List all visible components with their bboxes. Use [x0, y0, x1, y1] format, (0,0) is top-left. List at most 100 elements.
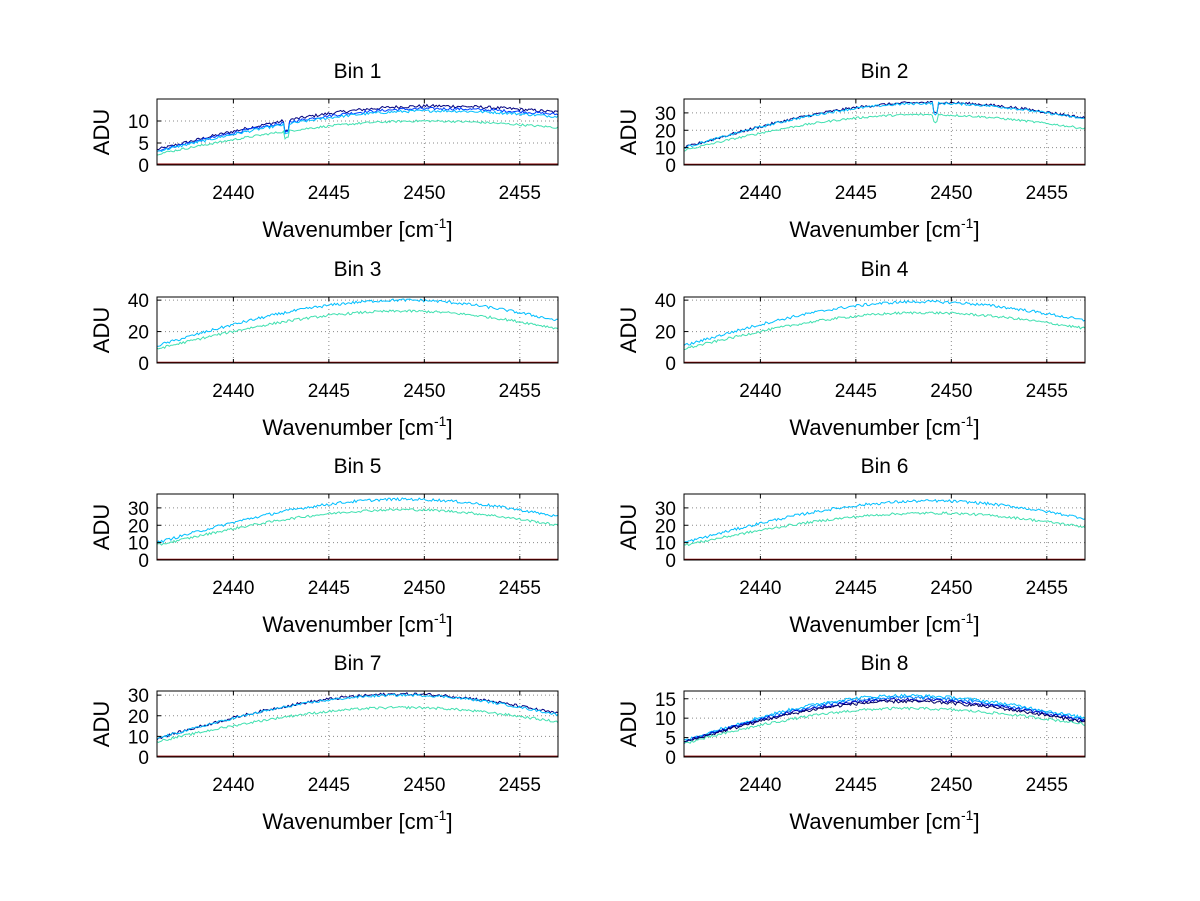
- axes-box: [683, 296, 1086, 364]
- series-line-lower: [683, 113, 1086, 152]
- x-tick-label: 2450: [403, 578, 445, 599]
- y-tick-label: 30: [128, 686, 149, 707]
- series-line-lower: [156, 705, 559, 743]
- series-line-upper: [683, 299, 1086, 346]
- x-tick-label: 2455: [1026, 183, 1068, 204]
- subplot-title: Bin 7: [334, 652, 382, 675]
- x-tick-label: 2450: [930, 381, 972, 402]
- series-line-upper: [156, 691, 559, 741]
- y-axis-label: ADU: [616, 701, 641, 747]
- series-line-lower: [156, 119, 559, 156]
- axes-box: [683, 690, 1086, 758]
- series-line-s3: [683, 697, 1086, 744]
- y-tick-label: 20: [128, 323, 149, 344]
- y-tick-label: 30: [655, 499, 676, 520]
- y-axis-label: ADU: [616, 109, 641, 155]
- x-tick-label: 2445: [308, 381, 350, 402]
- subplot-title: Bin 5: [334, 455, 382, 478]
- y-tick-label: 20: [655, 323, 676, 344]
- x-tick-label: 2440: [739, 775, 781, 796]
- x-tick-label: 2445: [308, 775, 350, 796]
- y-tick-label: 0: [665, 354, 676, 375]
- y-axis-label: ADU: [616, 307, 641, 353]
- subplot-title: Bin 1: [334, 60, 382, 83]
- y-tick-label: 20: [655, 516, 676, 537]
- y-tick-label: 10: [128, 112, 149, 133]
- y-tick-label: 0: [138, 156, 149, 177]
- series-line-upper: [156, 103, 559, 151]
- x-tick-label: 2455: [1026, 775, 1068, 796]
- subplot-bin-3: 2440 2445 2450 2455 0 20 40 Bin 3 Wavenumber [cm…: [89, 258, 559, 440]
- x-tick-label: 2455: [1026, 381, 1068, 402]
- x-axis-label: Wavenumber [cm-1]: [262, 413, 452, 440]
- axes-box: [683, 98, 1086, 166]
- x-tick-label: 2445: [835, 381, 877, 402]
- y-tick-label: 10: [655, 534, 676, 555]
- y-tick-label: 0: [138, 354, 149, 375]
- y-tick-label: 20: [128, 707, 149, 728]
- x-tick-label: 2440: [212, 775, 254, 796]
- x-tick-label: 2445: [835, 775, 877, 796]
- x-tick-label: 2450: [403, 183, 445, 204]
- y-tick-label: 10: [128, 727, 149, 748]
- x-tick-label: 2450: [403, 381, 445, 402]
- y-axis-label: ADU: [89, 109, 114, 155]
- x-axis-label: Wavenumber [cm-1]: [789, 215, 979, 242]
- y-tick-label: 40: [128, 291, 149, 312]
- x-tick-label: 2440: [212, 183, 254, 204]
- y-axis-label: ADU: [616, 504, 641, 550]
- series-line-lower: [684, 706, 1086, 744]
- series-line-lower: [683, 511, 1086, 547]
- y-tick-label: 15: [655, 690, 676, 711]
- series-line-mid: [156, 107, 559, 152]
- y-axis-label: ADU: [89, 307, 114, 353]
- x-tick-label: 2455: [1026, 578, 1068, 599]
- subplot-title: Bin 3: [334, 258, 382, 281]
- y-tick-label: 10: [655, 139, 676, 160]
- x-tick-label: 2445: [835, 578, 877, 599]
- x-tick-label: 2450: [930, 183, 972, 204]
- series-line-light: [157, 109, 559, 153]
- y-tick-label: 20: [128, 516, 149, 537]
- series-line-s1: [683, 693, 1086, 741]
- x-axis-label: Wavenumber [cm-1]: [262, 610, 452, 637]
- x-axis-label: Wavenumber [cm-1]: [789, 807, 979, 834]
- y-axis-label: ADU: [89, 701, 114, 747]
- x-tick-label: 2455: [499, 183, 541, 204]
- x-tick-label: 2440: [739, 381, 781, 402]
- series-line-s2: [683, 695, 1086, 743]
- axes-box: [156, 98, 559, 166]
- y-tick-label: 30: [128, 499, 149, 520]
- x-tick-label: 2440: [212, 578, 254, 599]
- y-axis-label: ADU: [89, 504, 114, 550]
- y-tick-label: 0: [138, 551, 149, 572]
- series-line-upper: [683, 100, 1086, 149]
- series-line-upper: [156, 298, 559, 347]
- y-tick-label: 10: [128, 534, 149, 555]
- subplot-title: Bin 4: [861, 258, 909, 281]
- x-axis-label: Wavenumber [cm-1]: [789, 610, 979, 637]
- subplot-title: Bin 6: [861, 455, 909, 478]
- axes-box: [156, 493, 559, 561]
- x-tick-label: 2455: [499, 578, 541, 599]
- y-tick-label: 40: [655, 291, 676, 312]
- series-line-lower: [156, 508, 559, 546]
- x-tick-label: 2450: [930, 775, 972, 796]
- x-tick-label: 2450: [403, 775, 445, 796]
- y-tick-label: 0: [665, 748, 676, 769]
- x-tick-label: 2445: [308, 578, 350, 599]
- y-tick-label: 20: [655, 121, 676, 142]
- axes-box: [683, 493, 1086, 561]
- axes-box: [156, 296, 559, 364]
- series-line-mid: [156, 693, 559, 740]
- x-tick-label: 2440: [739, 183, 781, 204]
- y-tick-label: 0: [138, 748, 149, 769]
- subplot-title: Bin 8: [861, 652, 909, 675]
- x-axis-label: Wavenumber [cm-1]: [262, 807, 452, 834]
